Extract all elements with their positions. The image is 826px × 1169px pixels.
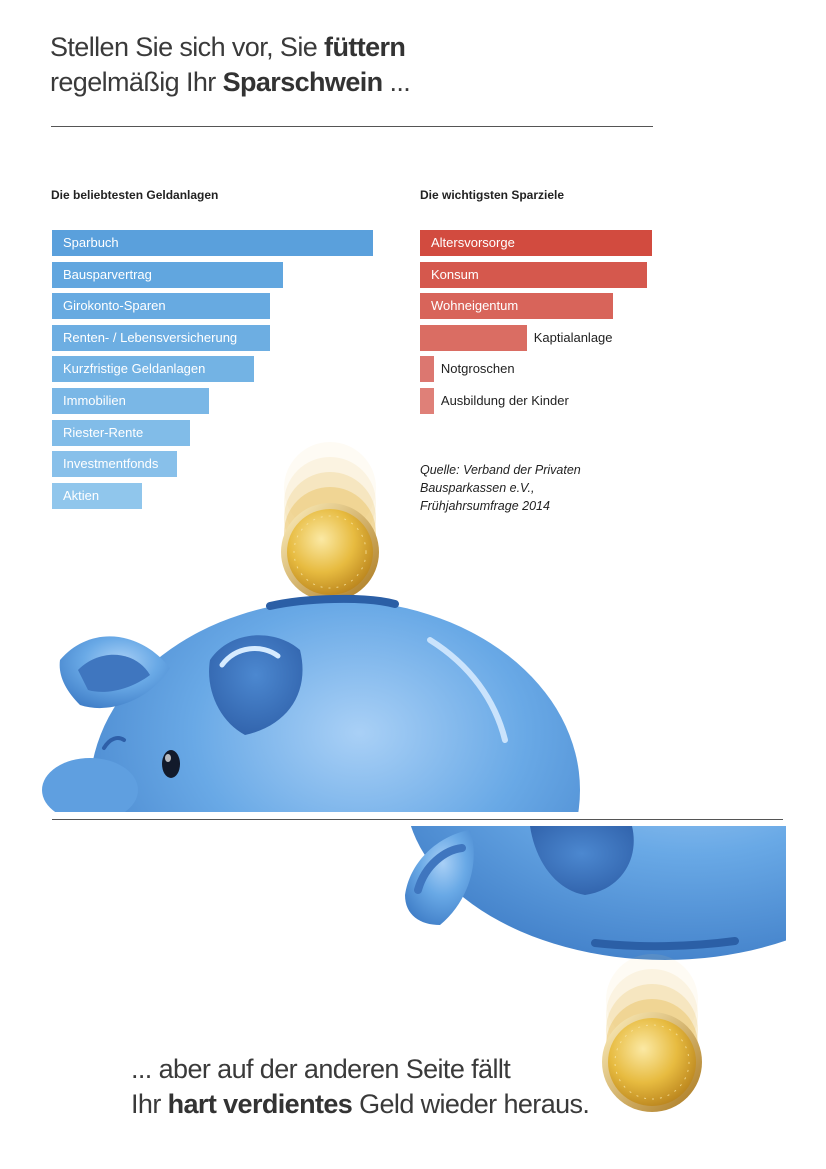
- footline: ... aber auf der anderen Seite fällt Ihr…: [131, 1052, 590, 1122]
- source-line-3: Frühjahrsumfrage 2014: [420, 499, 550, 513]
- savings-goal-bar-label: Kaptialanlage: [533, 329, 613, 345]
- headline-line2: regelmäßig Ihr: [50, 67, 223, 97]
- investment-bar: [52, 419, 191, 446]
- investment-bar: [52, 356, 255, 383]
- piggy-bank-bottom-icon: [405, 826, 786, 960]
- savings-goal-bar-label: Altersvorsorge: [431, 235, 515, 250]
- investment-bar-label: Kurzfristige Geldanlagen: [63, 361, 206, 377]
- footline-line2-end: Geld wieder heraus.: [352, 1089, 590, 1119]
- source-line-2: Bausparkassen e.V.,: [420, 481, 535, 495]
- headline-emphasis-piggy: Sparschwein: [222, 67, 384, 97]
- investment-bar-label: Investmentfonds: [63, 456, 159, 472]
- investment-bar-label: Immobilien: [63, 393, 126, 408]
- table-divider: [52, 819, 783, 820]
- savings-goal-bar-label: Wohneigentum: [431, 298, 519, 314]
- headline: Stellen Sie sich vor, Sie füttern regelm…: [50, 30, 411, 100]
- savings-goal-bar: [420, 388, 434, 414]
- investment-bar: [52, 482, 142, 509]
- savings-goal-bar-label: Notgroschen: [440, 361, 515, 377]
- investment-bar: [52, 388, 210, 414]
- savings-goal-bar: [420, 230, 652, 256]
- investment-bar: [52, 451, 178, 478]
- investment-bar-label: Bausparvertrag: [63, 266, 152, 282]
- investment-bar: [52, 261, 284, 288]
- investment-bar-label: Aktien: [63, 487, 100, 503]
- investment-bar: [52, 324, 271, 351]
- savings-goal-bar: [420, 324, 527, 351]
- chart-title-investments: Die beliebtesten Geldanlagen: [51, 188, 219, 202]
- savings-goal-bar: [420, 356, 434, 383]
- investment-bar: [52, 293, 271, 320]
- footline-line1: ... aber auf der anderen Seite fällt: [131, 1054, 511, 1084]
- savings-goal-bar-label: Konsum: [431, 266, 479, 282]
- headline-emphasis-feed: füttern: [324, 32, 406, 62]
- investment-bar: [52, 230, 373, 256]
- headline-line1: Stellen Sie sich vor, Sie: [50, 32, 325, 62]
- piggy-bank-top-icon: [42, 594, 580, 812]
- footline-line2-start: Ihr: [131, 1089, 168, 1119]
- savings-goal-bar: [420, 261, 648, 288]
- header-divider: [51, 126, 653, 127]
- source-line-1: Quelle: Verband der Privaten: [420, 463, 581, 477]
- investment-bar-label: Riester-Rente: [63, 424, 144, 440]
- headline-ellipsis: ...: [382, 67, 411, 97]
- chart-title-savings-goals: Die wichtigsten Sparziele: [420, 188, 565, 202]
- footline-emphasis: hart verdientes: [167, 1089, 353, 1119]
- investment-bar-label: Renten- / Lebensversicherung: [63, 329, 238, 345]
- source-note: Quelle: Verband der Privaten Bausparkass…: [420, 461, 581, 515]
- falling-coin-top-icon: [281, 442, 379, 601]
- savings-goal-bar-label: Ausbildung der Kinder: [440, 393, 569, 408]
- investment-bar-label: Sparbuch: [63, 235, 119, 250]
- savings-goal-bar: [420, 293, 613, 320]
- investment-bar-label: Girokonto-Sparen: [63, 298, 166, 314]
- falling-coin-bottom-icon: [602, 954, 702, 1112]
